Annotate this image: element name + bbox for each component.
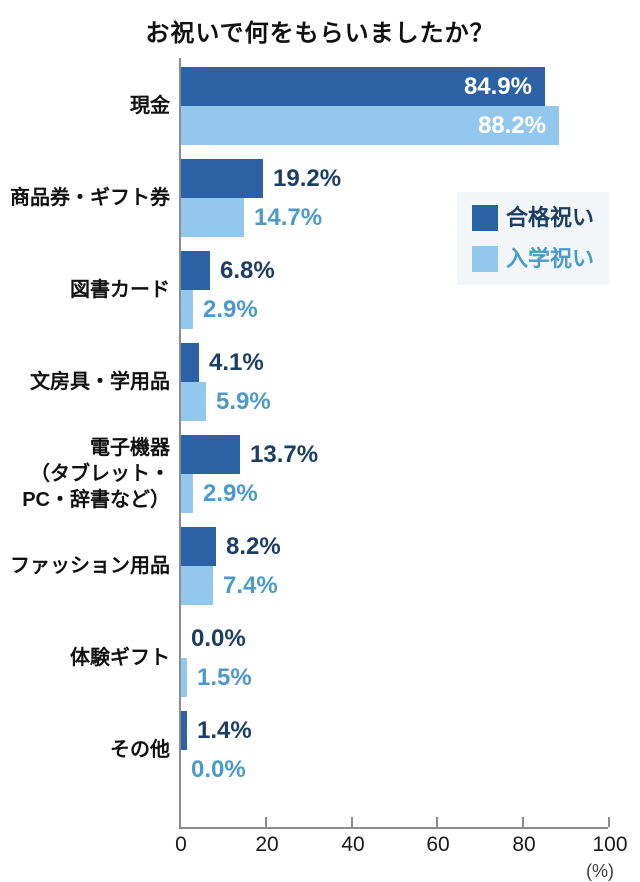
bar-入学祝い [181,290,193,329]
bar-合格祝い [181,251,210,290]
bar-入学祝い [181,566,213,605]
bar-合格祝い [181,711,187,750]
bar-入学祝い [181,658,187,697]
value-label: 8.2% [226,532,281,560]
bar-row: 1.5% [181,658,608,697]
legend-label: 入学祝い [506,246,595,271]
bar-row: 0.0% [181,750,608,789]
chart-title: お祝いで何をもらいましたか？ [145,20,495,47]
x-axis-tick-label: 20 [255,833,279,856]
bar-group: 現金 84.9% 88.2% [130,67,608,145]
bar-合格祝い [181,159,263,198]
bar-row: 0.0% [181,619,608,658]
bar-合格祝い [181,527,216,566]
bar-row: 1.4% [181,711,608,750]
bar-合格祝い [181,435,240,474]
x-axis-tick-label: 0 [175,833,187,856]
value-label: 1.5% [197,663,252,691]
x-axis-tick-mark [265,817,267,827]
bar-row: 6.8% [181,251,608,290]
bar-row: 8.2% [181,527,608,566]
bar-row: 2.9% [181,290,608,329]
bar-group: 商品券・ギフト券 19.2% 14.7% [10,159,608,237]
legend: 合格祝い 入学祝い [457,192,610,285]
x-axis-tick-mark [522,817,524,827]
bar-入学祝い [181,474,193,513]
value-label: 7.4% [223,571,278,599]
bar-group: 文房具・学用品 4.1% 5.9% [30,343,608,421]
bar-group: ファッション用品 8.2% 7.4% [10,527,608,605]
category-label: 体験ギフト [70,647,170,669]
bar-row: 5.9% [181,382,608,421]
x-axis-tick-label: 100 [592,833,628,856]
x-axis-tick-label: 80 [512,833,536,856]
category-label: 商品券・ギフト券 [10,187,170,209]
bar-入学祝い: 88.2% [181,106,559,145]
bar-group: 体験ギフト 0.0% 1.5% [70,619,608,697]
category-label: 現金 [130,95,170,117]
category-label: ファッション用品 [10,555,170,577]
x-axis-tick-label: 60 [426,833,450,856]
category-label: 文房具・学用品 [30,371,170,393]
value-label: 0.0% [191,624,246,652]
value-label: 0.0% [191,755,246,783]
bar-row: 14.7% [181,198,608,237]
bar-入学祝い [181,198,244,237]
legend-label: 合格祝い [506,205,595,230]
bar-row: 2.9% [181,474,608,513]
bar-合格祝い [181,343,199,382]
bar-合格祝い: 84.9% [181,67,545,106]
value-label: 2.9% [203,295,258,323]
value-label: 1.4% [197,716,252,744]
value-label: 2.9% [203,479,258,507]
value-label: 19.2% [273,164,342,192]
category-label: その他 [110,739,170,761]
legend-swatch-dark-blue [472,205,498,231]
plot-area: 現金 84.9% 88.2% 商品券・ギフト券 19.2% 14.7% 図書カード 6.8% 2… [10,58,628,881]
bar-group: 図書カード 6.8% 2.9% [70,251,608,329]
bar-row: 88.2% [181,106,608,145]
value-label: 84.9% [463,72,532,100]
bar-row: 4.1% [181,343,608,382]
x-axis-tick-mark [351,817,353,827]
legend-item-goukaku: 合格祝い [472,205,594,231]
legend-swatch-light-blue [472,246,498,272]
bar-group: 電子機器 （タブレット・ PC・辞書など） 13.7% 2.9% [22,435,608,513]
x-axis-tick-label: 40 [341,833,365,856]
legend-item-nyuugaku: 入学祝い [472,246,594,272]
value-label: 14.7% [254,203,323,231]
category-label: 図書カード [70,279,170,301]
value-label: 6.8% [220,256,275,284]
value-label: 88.2% [477,111,546,139]
bar-row: 13.7% [181,435,608,474]
bar-row: 19.2% [181,159,608,198]
bar-入学祝い [181,382,206,421]
value-label: 13.7% [250,440,319,468]
x-axis-tick-mark [436,817,438,827]
x-axis-tick-mark [608,817,610,827]
category-label: 電子機器 （タブレット・ PC・辞書など） [22,437,170,511]
value-label: 4.1% [209,348,264,376]
bar-group: その他 1.4% 0.0% [110,711,608,789]
bar-row: 7.4% [181,566,608,605]
bar-row: 84.9% [181,67,608,106]
value-label: 5.9% [216,387,271,415]
x-axis-unit-label: (%) [586,861,614,881]
